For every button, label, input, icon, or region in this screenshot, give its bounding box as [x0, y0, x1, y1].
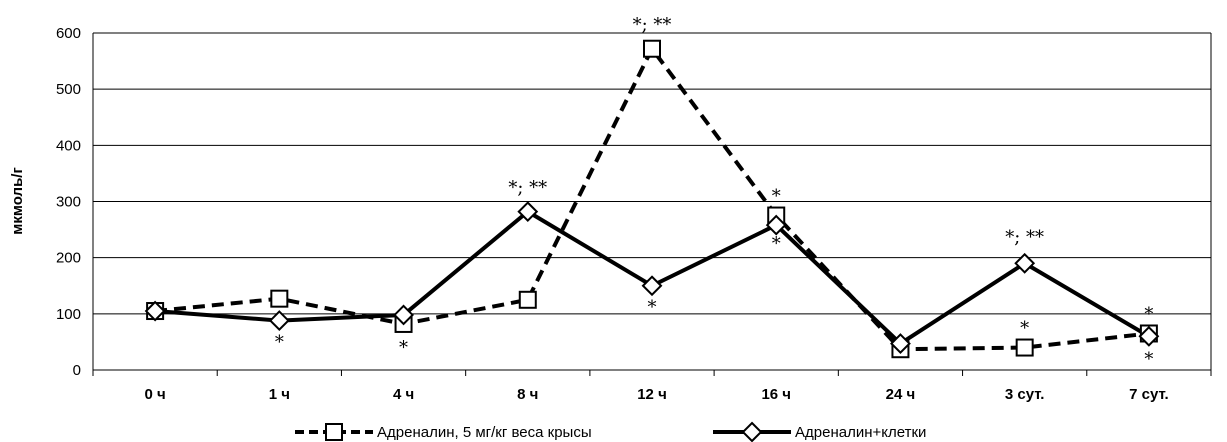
x-tick-label: 4 ч	[393, 386, 414, 403]
series-1-point	[643, 39, 661, 58]
significance-annotation: *	[399, 338, 408, 359]
significance-annotation: *; **	[508, 177, 547, 198]
significance-annotation: *	[275, 332, 284, 353]
significance-annotation: *	[648, 297, 657, 318]
significance-annotation: *	[1144, 304, 1153, 325]
y-tick-label: 300	[56, 194, 81, 211]
significance-annotation: *	[772, 186, 781, 207]
y-tick-label: 0	[73, 362, 81, 379]
x-tick-label: 1 ч	[269, 386, 290, 403]
legend-label-2: Адреналин+клетки	[795, 424, 926, 441]
series-2-point	[765, 214, 787, 236]
series-1-point	[1015, 338, 1034, 357]
y-tick-label: 400	[56, 137, 81, 154]
legend-label-1: Адреналин, 5 мг/кг веса крысы	[377, 424, 592, 441]
series-2-point	[641, 275, 663, 297]
series-2-point	[517, 201, 539, 223]
legend-marker-2	[741, 421, 763, 442]
series-1-point	[518, 290, 537, 309]
x-tick-label: 7 сут.	[1129, 386, 1169, 403]
significance-annotation: *; **	[633, 15, 672, 36]
significance-annotation: *; **	[1005, 227, 1044, 248]
x-tick-label: 0 ч	[145, 386, 166, 403]
series-1-point	[270, 289, 289, 308]
y-tick-label: 200	[56, 250, 81, 267]
x-tick-label: 3 сут.	[1005, 386, 1045, 403]
y-tick-label: 500	[56, 81, 81, 98]
significance-annotation: *	[1144, 349, 1153, 370]
y-tick-label: 100	[56, 306, 81, 323]
y-axis-label: мкмоль/г	[9, 167, 26, 234]
series-2-point	[890, 333, 911, 355]
x-tick-label: 8 ч	[517, 386, 538, 403]
series-2-point	[1014, 252, 1036, 274]
series-2-point	[268, 310, 290, 331]
series-2-point	[144, 300, 166, 322]
x-tick-label: 16 ч	[761, 386, 791, 403]
x-tick-label: 24 ч	[886, 386, 916, 403]
series-line-1	[154, 46, 1150, 352]
legend-marker-1	[325, 423, 343, 441]
x-tick-label: 12 ч	[637, 386, 667, 403]
y-tick-label: 600	[56, 25, 81, 42]
series-2-point	[1138, 325, 1160, 347]
significance-annotation: *	[1020, 318, 1029, 339]
series-2-point	[393, 304, 414, 326]
significance-annotation: *	[772, 234, 781, 255]
